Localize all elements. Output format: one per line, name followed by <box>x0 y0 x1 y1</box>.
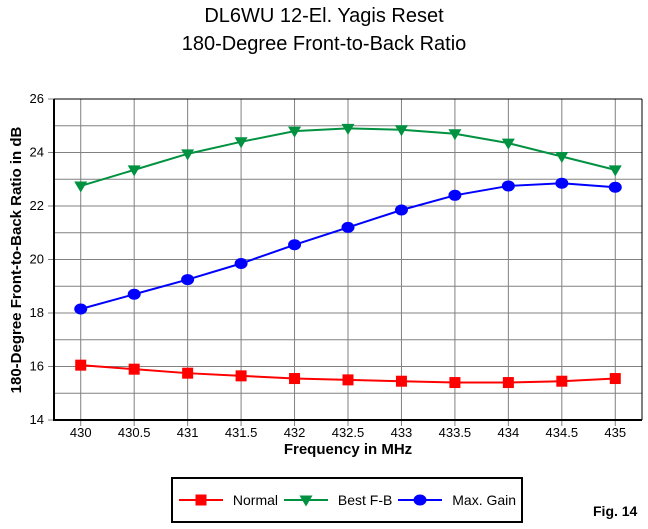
y-tick-label: 18 <box>30 305 44 320</box>
marker-normal <box>609 373 621 385</box>
x-tick-label: 435 <box>604 425 626 440</box>
marker-max-gain <box>394 204 408 216</box>
legend: Normal Best F-B Max. Gain <box>171 477 523 523</box>
marker-normal <box>395 375 407 387</box>
x-axis-title: Frequency in MHz <box>283 441 413 458</box>
legend-item-best-f-b: Best F-B <box>283 492 392 508</box>
marker-max-gain <box>127 288 141 300</box>
x-tick-label: 432 <box>284 425 306 440</box>
marker-best-f-b <box>74 181 88 193</box>
marker-normal <box>128 363 140 375</box>
y-tick-label: 24 <box>30 145 44 160</box>
y-tick-label: 22 <box>30 198 44 213</box>
chart-subtitle: 180-Degree Front-to-Back Ratio <box>181 33 467 55</box>
marker-best-f-b <box>501 138 515 150</box>
marker-best-f-b <box>181 149 195 161</box>
marker-normal <box>556 375 568 387</box>
square-icon <box>178 494 223 506</box>
legend-item-normal: Normal <box>178 492 278 508</box>
x-tick-label: 431.5 <box>225 425 258 440</box>
figure-label: Fig. 14 <box>593 503 638 519</box>
circle-icon <box>398 494 443 506</box>
marker-normal <box>342 374 354 386</box>
legend-item-max-gain: Max. Gain <box>397 492 516 508</box>
legend-marker <box>195 494 207 506</box>
legend-marker <box>413 494 427 506</box>
marker-normal <box>502 377 514 389</box>
y-tick-label: 14 <box>30 412 44 427</box>
marker-max-gain <box>555 177 569 189</box>
x-tick-label: 430 <box>70 425 92 440</box>
x-tick-label: 434 <box>498 425 520 440</box>
marker-best-f-b <box>288 126 302 138</box>
marker-normal <box>449 377 461 389</box>
legend-marker <box>299 495 313 507</box>
marker-max-gain <box>181 274 195 286</box>
x-tick-label: 433 <box>391 425 413 440</box>
marker-max-gain <box>501 180 515 192</box>
x-tick-label: 433.5 <box>439 425 472 440</box>
x-tick-label: 432.5 <box>332 425 365 440</box>
marker-max-gain <box>288 239 302 251</box>
marker-best-f-b <box>234 137 248 149</box>
marker-normal <box>289 373 301 385</box>
marker-normal <box>75 359 87 371</box>
y-tick-label: 26 <box>30 91 44 106</box>
marker-max-gain <box>608 181 622 193</box>
x-tick-label: 430.5 <box>118 425 151 440</box>
legend-label: Max. Gain <box>452 492 517 508</box>
marker-best-f-b <box>555 152 569 164</box>
marker-best-f-b <box>341 123 355 135</box>
marker-max-gain <box>74 303 88 315</box>
marker-best-f-b <box>394 125 408 137</box>
legend-label: Normal <box>232 492 279 508</box>
chart-title: DL6WU 12-El. Yagis Reset <box>204 5 444 27</box>
legend-label: Best F-B <box>337 492 393 508</box>
marker-max-gain <box>448 189 462 201</box>
triangle-down-icon <box>283 495 328 507</box>
marker-best-f-b <box>448 129 462 141</box>
y-tick-label: 16 <box>30 359 44 374</box>
marker-normal <box>235 370 247 382</box>
marker-normal <box>182 367 194 379</box>
marker-max-gain <box>341 221 355 233</box>
marker-best-f-b <box>608 165 622 177</box>
marker-best-f-b <box>127 165 141 177</box>
x-tick-label: 434.5 <box>546 425 579 440</box>
y-tick-label: 20 <box>30 252 44 267</box>
x-tick-label: 431 <box>177 425 199 440</box>
marker-max-gain <box>234 258 248 270</box>
